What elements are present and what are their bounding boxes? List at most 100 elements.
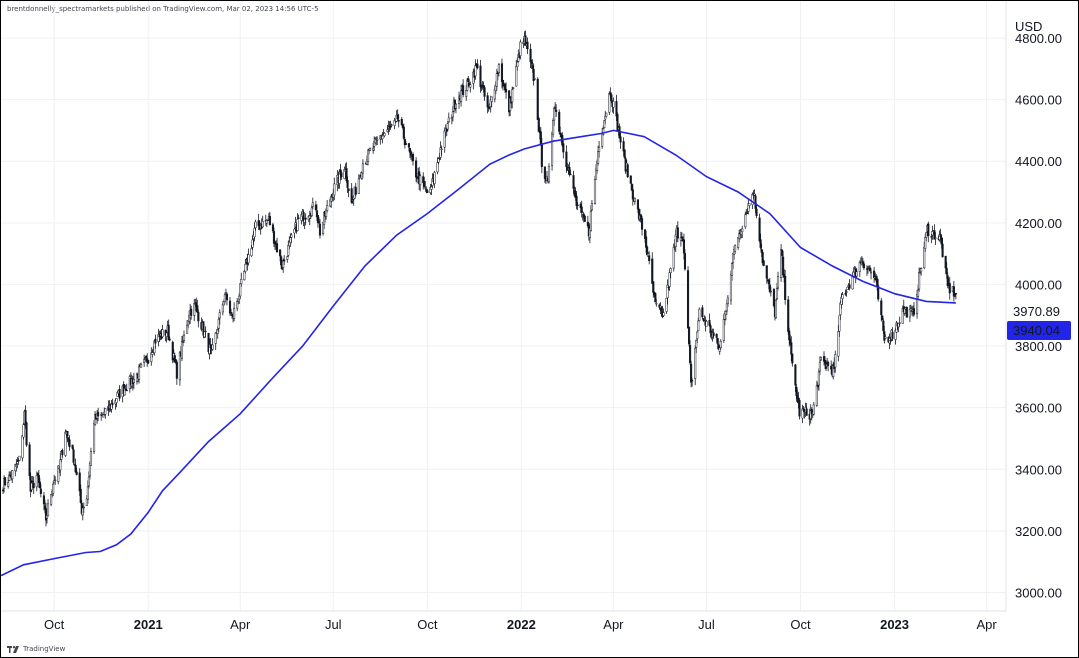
candle <box>54 476 57 485</box>
candle-body <box>530 62 533 65</box>
candle-body <box>598 147 601 152</box>
candle-body <box>376 138 379 141</box>
candle <box>784 269 787 305</box>
candle-body <box>446 123 449 130</box>
candle <box>884 334 887 339</box>
candle <box>519 39 522 60</box>
candle <box>21 435 24 462</box>
candle <box>603 120 606 129</box>
candle <box>333 177 336 201</box>
candle-body <box>666 284 669 299</box>
candle <box>211 338 214 351</box>
price-axis[interactable]: 3000.00 3200.00 3400.00 3600.00 3800.00 4000.… <box>1015 31 1062 601</box>
candle-body <box>952 286 955 297</box>
candle-body <box>690 363 693 383</box>
candle-body <box>683 253 687 270</box>
candle <box>744 211 747 229</box>
candle-body <box>59 459 62 471</box>
candle <box>497 62 500 77</box>
candle-body <box>837 331 840 357</box>
candle-body <box>111 402 114 406</box>
candle-body <box>78 472 81 492</box>
publisher-caption: brentdonnelly_spectramarkets published o… <box>7 5 319 13</box>
candle <box>387 120 390 135</box>
candle <box>694 345 697 386</box>
candle <box>809 404 812 424</box>
y-tick-label: 4400.00 <box>1015 154 1062 169</box>
candle-body <box>553 108 556 121</box>
x-tick-label: Oct <box>790 617 811 632</box>
candle-body <box>845 291 848 293</box>
candle-body <box>759 239 762 248</box>
candle-body <box>688 326 691 345</box>
candle-body <box>483 87 486 97</box>
candle <box>655 298 658 307</box>
candle <box>690 360 693 388</box>
candle <box>236 298 239 312</box>
candle <box>651 252 654 284</box>
candle-body <box>930 236 933 238</box>
candle <box>404 140 407 145</box>
candle-body <box>396 114 399 120</box>
candle <box>576 202 579 211</box>
candle-body <box>426 190 429 193</box>
candle <box>762 259 765 267</box>
candle <box>273 240 277 250</box>
candle-body <box>180 341 184 359</box>
candle <box>178 350 181 386</box>
candle-body <box>905 306 908 318</box>
candle <box>143 354 146 367</box>
candle <box>769 286 772 297</box>
candle-body <box>765 265 768 279</box>
candle <box>855 268 858 278</box>
candle <box>930 234 933 244</box>
candle-body <box>287 245 290 256</box>
candle-body <box>479 65 482 87</box>
y-tick-label: 3000.00 <box>1015 586 1062 601</box>
candle-body <box>243 271 246 281</box>
candle-body <box>125 389 128 392</box>
y-tick-label: 3400.00 <box>1015 462 1062 477</box>
candle-body <box>289 237 292 243</box>
candle-body <box>772 289 775 307</box>
candle <box>290 232 293 244</box>
candle <box>524 30 527 46</box>
candle-body <box>316 215 319 223</box>
candle-body <box>240 279 243 285</box>
candle-body <box>762 260 765 266</box>
candle <box>409 150 413 160</box>
candle <box>283 255 286 266</box>
time-axis[interactable]: Oct 2021 Apr Jul Oct 2022 Apr Jul Oct 2023 Apr <box>44 617 997 632</box>
footer-brand: TradingView <box>7 645 65 653</box>
candle <box>100 411 103 421</box>
candle-body <box>784 275 787 300</box>
candle-body <box>228 300 232 314</box>
candle <box>918 267 921 292</box>
candle-body <box>253 227 256 238</box>
candle-body <box>140 363 143 368</box>
candle-body <box>218 312 221 319</box>
candle <box>240 272 243 287</box>
candle-body <box>79 488 82 503</box>
candle-body <box>223 294 226 302</box>
candle-body <box>891 331 894 339</box>
candle-body <box>630 183 633 191</box>
candle-body <box>794 364 797 386</box>
candle-body <box>775 288 779 299</box>
moving-average-line <box>1 129 956 577</box>
tradingview-logo-icon <box>7 645 19 653</box>
candle <box>225 292 228 306</box>
candle <box>905 306 908 318</box>
candle-body <box>167 324 170 341</box>
candle <box>834 350 837 373</box>
candle <box>402 123 405 140</box>
y-tick-label: 3800.00 <box>1015 339 1062 354</box>
candle <box>165 330 168 343</box>
candle-body <box>168 338 171 341</box>
candle-body <box>216 329 219 334</box>
candle-body <box>366 149 370 162</box>
candle-body <box>196 305 199 313</box>
candle-body <box>729 274 733 301</box>
candle-body <box>697 320 700 331</box>
